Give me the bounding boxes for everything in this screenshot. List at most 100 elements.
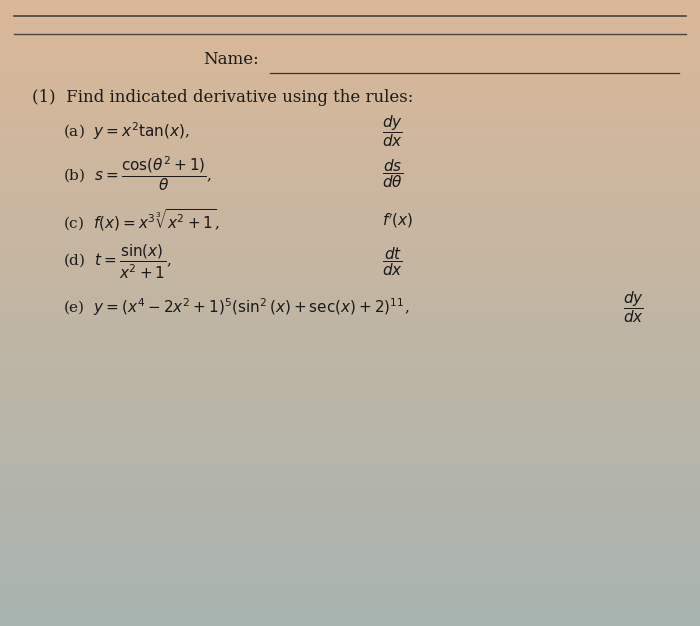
Text: (d)  $t = \dfrac{\sin(x)}{x^2+1}$,: (d) $t = \dfrac{\sin(x)}{x^2+1}$, (63, 242, 172, 281)
Polygon shape (0, 354, 700, 357)
Polygon shape (0, 476, 700, 479)
Polygon shape (0, 495, 700, 498)
Polygon shape (0, 423, 700, 426)
Polygon shape (0, 297, 700, 300)
Polygon shape (0, 620, 700, 623)
Text: $\dfrac{dy}{dx}$: $\dfrac{dy}{dx}$ (382, 113, 402, 150)
Polygon shape (0, 188, 700, 191)
Polygon shape (0, 116, 700, 119)
Polygon shape (0, 63, 700, 66)
Polygon shape (0, 604, 700, 607)
Polygon shape (0, 366, 700, 369)
Polygon shape (0, 576, 700, 579)
Polygon shape (0, 6, 700, 9)
Polygon shape (0, 404, 700, 407)
Polygon shape (0, 344, 700, 347)
Polygon shape (0, 31, 700, 34)
Polygon shape (0, 316, 700, 319)
Polygon shape (0, 617, 700, 620)
Polygon shape (0, 322, 700, 326)
Polygon shape (0, 573, 700, 576)
Polygon shape (0, 72, 700, 75)
Polygon shape (0, 172, 700, 175)
Polygon shape (0, 429, 700, 432)
Polygon shape (0, 363, 700, 366)
Polygon shape (0, 510, 700, 513)
Polygon shape (0, 466, 700, 470)
Polygon shape (0, 413, 700, 416)
Polygon shape (0, 538, 700, 541)
Polygon shape (0, 216, 700, 219)
Polygon shape (0, 113, 700, 116)
Polygon shape (0, 341, 700, 344)
Polygon shape (0, 491, 700, 495)
Polygon shape (0, 585, 700, 588)
Polygon shape (0, 335, 700, 338)
Polygon shape (0, 419, 700, 423)
Polygon shape (0, 376, 700, 379)
Polygon shape (0, 250, 700, 254)
Polygon shape (0, 398, 700, 401)
Polygon shape (0, 122, 700, 125)
Polygon shape (0, 275, 700, 279)
Polygon shape (0, 169, 700, 172)
Polygon shape (0, 391, 700, 394)
Polygon shape (0, 613, 700, 617)
Polygon shape (0, 131, 700, 135)
Polygon shape (0, 535, 700, 538)
Polygon shape (0, 313, 700, 316)
Polygon shape (0, 147, 700, 150)
Polygon shape (0, 360, 700, 363)
Polygon shape (0, 332, 700, 335)
Polygon shape (0, 601, 700, 604)
Polygon shape (0, 119, 700, 122)
Polygon shape (0, 548, 700, 551)
Polygon shape (0, 448, 700, 451)
Polygon shape (0, 260, 700, 263)
Polygon shape (0, 554, 700, 557)
Polygon shape (0, 372, 700, 376)
Polygon shape (0, 479, 700, 482)
Polygon shape (0, 25, 700, 28)
Polygon shape (0, 153, 700, 156)
Polygon shape (0, 213, 700, 216)
Polygon shape (0, 106, 700, 110)
Polygon shape (0, 47, 700, 50)
Polygon shape (0, 263, 700, 266)
Polygon shape (0, 304, 700, 307)
Polygon shape (0, 551, 700, 554)
Polygon shape (0, 138, 700, 141)
Polygon shape (0, 347, 700, 351)
Polygon shape (0, 100, 700, 103)
Polygon shape (0, 291, 700, 294)
Polygon shape (0, 385, 700, 388)
Polygon shape (0, 41, 700, 44)
Polygon shape (0, 9, 700, 13)
Polygon shape (0, 210, 700, 213)
Polygon shape (0, 382, 700, 385)
Text: (b)  $s = \dfrac{\cos(\theta^2+1)}{\theta}$,: (b) $s = \dfrac{\cos(\theta^2+1)}{\theta… (63, 155, 212, 193)
Polygon shape (0, 582, 700, 585)
Polygon shape (0, 388, 700, 391)
Polygon shape (0, 598, 700, 601)
Polygon shape (0, 338, 700, 341)
Polygon shape (0, 567, 700, 570)
Polygon shape (0, 44, 700, 47)
Polygon shape (0, 66, 700, 69)
Polygon shape (0, 163, 700, 166)
Polygon shape (0, 529, 700, 532)
Polygon shape (0, 488, 700, 491)
Polygon shape (0, 110, 700, 113)
Polygon shape (0, 507, 700, 510)
Polygon shape (0, 379, 700, 382)
Polygon shape (0, 516, 700, 520)
Polygon shape (0, 545, 700, 548)
Polygon shape (0, 185, 700, 188)
Polygon shape (0, 460, 700, 463)
Polygon shape (0, 288, 700, 291)
Polygon shape (0, 513, 700, 516)
Polygon shape (0, 560, 700, 563)
Polygon shape (0, 56, 700, 59)
Polygon shape (0, 501, 700, 504)
Polygon shape (0, 125, 700, 128)
